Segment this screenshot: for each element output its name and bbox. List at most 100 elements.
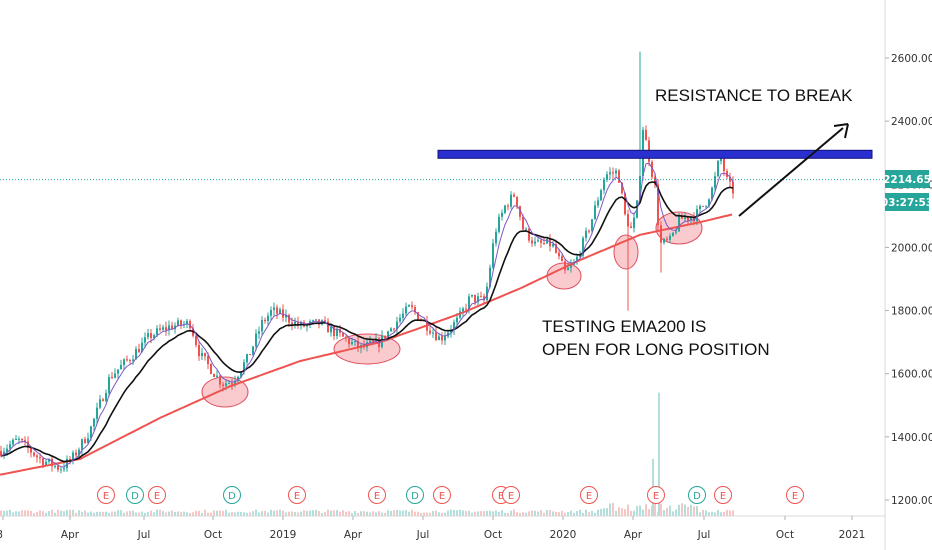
volume-bar <box>486 510 488 516</box>
candle-body <box>618 170 620 183</box>
candle-body <box>516 196 518 207</box>
volume-bar <box>408 511 410 516</box>
volume-bar <box>456 510 458 516</box>
volume-bar <box>600 508 602 516</box>
volume-bar <box>558 512 560 516</box>
candle-body <box>102 399 104 401</box>
candle-body <box>249 354 251 356</box>
candle-body <box>114 373 116 378</box>
volume-bar <box>459 509 461 516</box>
candle-body <box>69 459 71 461</box>
volume-bar <box>264 510 266 516</box>
volume-bar <box>711 511 713 516</box>
candle-body <box>528 228 530 241</box>
x-tick-label: Jul <box>137 529 151 541</box>
candle-body <box>606 174 608 180</box>
candle-body <box>384 335 386 340</box>
y-tick-label: 1600.00 <box>891 369 932 381</box>
candle-body <box>117 369 119 374</box>
candle-body <box>120 364 122 370</box>
volume-bar <box>519 512 521 516</box>
x-tick-label: Oct <box>204 529 222 541</box>
volume-bar <box>66 509 68 516</box>
last-price-badge <box>885 170 929 188</box>
volume-bar <box>333 510 335 516</box>
event-marker-circle <box>406 486 424 504</box>
volume-bar <box>705 510 707 516</box>
y-tick-label: 2600.00 <box>891 53 932 65</box>
volume-bar <box>162 511 164 516</box>
volume-bar <box>309 510 311 516</box>
volume-bar <box>120 510 122 516</box>
candle-body <box>402 313 404 318</box>
x-tick-label: Jul <box>416 529 430 541</box>
volume-bar <box>534 510 536 516</box>
volume-bar <box>723 511 725 516</box>
resistance-band <box>437 149 873 159</box>
volume-bar <box>279 509 281 516</box>
candle-body <box>372 340 374 342</box>
volume-bar <box>180 511 182 516</box>
volume-bar <box>258 512 260 516</box>
volume-bar <box>714 512 716 516</box>
candle-body <box>708 199 710 206</box>
earnings-marker: E <box>586 491 592 502</box>
volume-bar <box>132 510 134 516</box>
candle-body <box>651 161 653 177</box>
volume-bar <box>729 510 731 516</box>
candle-body <box>387 331 389 340</box>
candle-body <box>357 340 359 349</box>
volume-bar <box>135 512 137 516</box>
volume-bar <box>144 512 146 516</box>
candle-body <box>342 332 344 337</box>
volume-bar <box>432 510 434 516</box>
volume-bar <box>222 510 224 516</box>
candle-body <box>435 332 437 341</box>
volume-bar <box>84 510 86 516</box>
volume-bar <box>528 511 530 516</box>
candle-body <box>255 333 257 347</box>
candle-body <box>696 209 698 222</box>
y-tick-label: 1400.00 <box>891 432 932 444</box>
candle-body <box>399 317 401 322</box>
volume-bar <box>546 510 548 516</box>
candle-body <box>282 309 284 318</box>
volume-bar <box>471 512 473 516</box>
candle-body <box>63 468 65 470</box>
volume-bar <box>678 504 680 516</box>
candle-body <box>87 438 89 443</box>
volume-bar <box>129 510 131 516</box>
x-tick-label: 18 <box>0 529 3 541</box>
candle-body <box>276 307 278 314</box>
y-tick-label: 1200.00 <box>891 495 932 507</box>
volume-bar <box>660 503 662 516</box>
candle-body <box>453 322 455 331</box>
candle-body <box>222 384 224 386</box>
volume-bar <box>282 510 284 516</box>
volume-bar <box>399 510 401 516</box>
volume-bar <box>636 505 638 516</box>
volume-bar <box>525 512 527 516</box>
candle-body <box>96 407 98 419</box>
candle-body <box>81 439 83 450</box>
candle-body <box>312 320 314 322</box>
volume-bar <box>111 511 113 516</box>
candle-body <box>438 336 440 341</box>
volume-bar <box>3 511 5 516</box>
candle-body <box>0 451 2 456</box>
volume-bar <box>90 511 92 516</box>
volume-bar <box>633 510 635 516</box>
volume-bar <box>570 510 572 516</box>
volume-bar <box>726 509 728 516</box>
candle-body <box>549 238 551 247</box>
volume-bar <box>294 512 296 516</box>
candle-body <box>90 426 92 439</box>
volume-bar <box>462 510 464 516</box>
candle-body <box>603 179 605 191</box>
volume-bar <box>249 512 251 516</box>
event-marker-circle <box>580 486 598 504</box>
candle-body <box>609 172 611 175</box>
dividend-marker: D <box>131 491 139 502</box>
volume-bar <box>438 512 440 516</box>
